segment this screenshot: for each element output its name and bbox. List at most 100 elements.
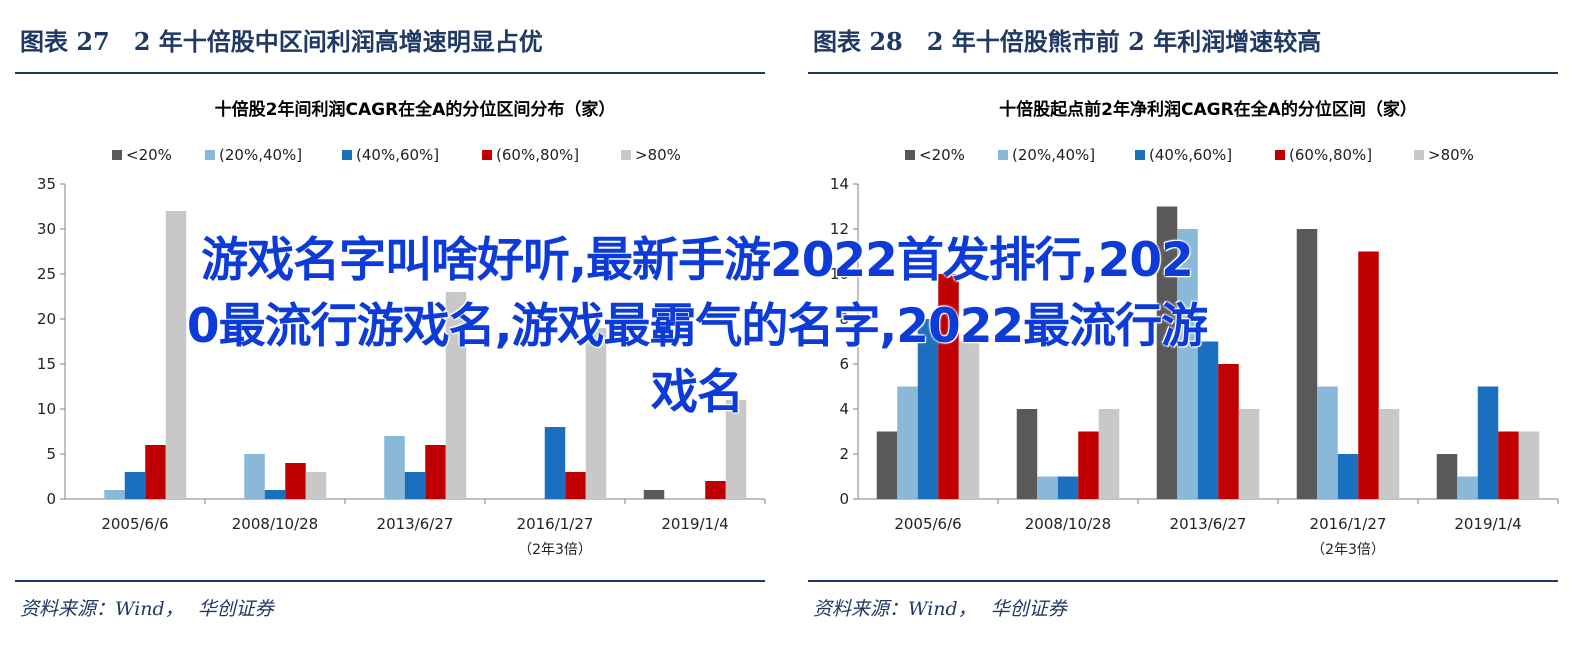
bar — [1518, 431, 1540, 499]
bar — [1498, 431, 1519, 499]
x-tick-label: 2013/6/27 — [377, 515, 454, 533]
figure-title: 图表 28 2 年十倍股熊市前 2 年利润增速较高 — [813, 27, 1322, 56]
bar — [565, 472, 586, 499]
source-separator: ， — [957, 598, 977, 620]
watermark-line: 0最流行游戏名,游戏最霸气的名字,2022最流行游 — [186, 299, 1208, 354]
legend-label: (60%,80%] — [1289, 146, 1372, 164]
bar — [1098, 409, 1120, 499]
x-tick-note: （2年3倍） — [1311, 542, 1385, 558]
bar — [445, 292, 467, 499]
bar — [1197, 341, 1219, 499]
bar — [1156, 206, 1178, 499]
legend-label: (40%,60%] — [1149, 146, 1232, 164]
bar — [1218, 364, 1239, 499]
bar — [1177, 229, 1198, 499]
bar — [145, 445, 166, 499]
legend-swatch — [342, 150, 352, 160]
chart-panel-right: 图表 28 2 年十倍股熊市前 2 年利润增速较高 十倍股起点前2年净利润CAG… — [808, 0, 1568, 647]
bar — [705, 481, 726, 499]
x-tick-label: 2005/6/6 — [101, 515, 168, 533]
bar — [1296, 229, 1318, 499]
bar — [124, 472, 146, 499]
legend-label: (60%,80%] — [496, 146, 579, 164]
bar — [1337, 454, 1359, 499]
x-tick-label: 2019/1/4 — [1454, 515, 1521, 533]
bar — [897, 386, 918, 499]
y-tick-label: 2 — [839, 445, 849, 463]
y-tick-label: 20 — [37, 310, 56, 328]
source-separator: ， — [164, 598, 184, 620]
bar — [1238, 409, 1260, 499]
y-tick-label: 8 — [839, 310, 849, 328]
bar — [1078, 431, 1099, 499]
bar — [725, 400, 747, 499]
y-tick-label: 0 — [839, 490, 849, 508]
y-tick-label: 30 — [37, 220, 56, 238]
bar — [1477, 386, 1499, 499]
x-tick-label: 2016/1/27 — [1310, 515, 1387, 533]
legend-swatch — [205, 150, 215, 160]
y-tick-label: 15 — [37, 355, 56, 373]
x-tick-label: 2008/10/28 — [1025, 515, 1111, 533]
bar — [305, 472, 327, 499]
y-tick-label: 5 — [46, 445, 56, 463]
x-tick-label: 2013/6/27 — [1170, 515, 1247, 533]
y-tick-label: 0 — [46, 490, 56, 508]
legend-swatch — [1135, 150, 1145, 160]
source-rule — [808, 580, 1558, 582]
watermark-line: 游戏名字叫啥好听,最新手游2022首发排行,202 — [201, 233, 1194, 288]
chart-title: 十倍股起点前2年净利润CAGR在全A的分位区间（家） — [999, 99, 1417, 120]
chart-title: 十倍股2年间利润CAGR在全A的分位区间分布（家） — [215, 99, 616, 120]
title-rule — [15, 72, 765, 74]
x-tick-label: 2019/1/4 — [661, 515, 728, 533]
bar — [958, 341, 980, 499]
bar-chart-profit-cagr-distribution: 十倍股2年间利润CAGR在全A的分位区间分布（家） <20% (20%,40%] (4… — [37, 99, 766, 558]
bar — [876, 431, 898, 499]
x-tick-label: 2008/10/28 — [232, 515, 318, 533]
legend-swatch — [482, 150, 492, 160]
watermark-line: 戏名 — [651, 365, 744, 420]
x-tick-note: （2年3倍） — [518, 542, 592, 558]
legend-label: (20%,40%] — [219, 146, 302, 164]
bar — [104, 490, 125, 499]
x-tick-label: 2016/1/27 — [517, 515, 594, 533]
bar — [585, 328, 607, 499]
y-tick-label: 14 — [830, 175, 849, 193]
legend-swatch — [905, 150, 915, 160]
bar — [938, 274, 959, 499]
bar — [404, 472, 426, 499]
source-note: 资料来源：Wind， 华创证券 — [813, 594, 1067, 621]
title-rule — [808, 72, 1558, 74]
y-tick-label: 10 — [830, 265, 849, 283]
legend-swatch — [112, 150, 122, 160]
y-tick-label: 6 — [839, 355, 849, 373]
bar — [1057, 476, 1079, 499]
legend-label: <20% — [919, 146, 965, 164]
bar — [1317, 386, 1338, 499]
legend-label: >80% — [635, 146, 681, 164]
legend-label: >80% — [1428, 146, 1474, 164]
source-org: 华创证券 — [990, 598, 1067, 620]
y-tick-label: 12 — [830, 220, 849, 238]
bar — [544, 427, 566, 499]
y-tick-label: 25 — [37, 265, 56, 283]
source-label: 资料来源：Wind — [813, 598, 958, 620]
bar-chart-pre-start-profit-cagr: 十倍股起点前2年净利润CAGR在全A的分位区间（家） <20% (20%,40%] (… — [830, 99, 1559, 558]
bar — [264, 490, 286, 499]
legend-swatch — [621, 150, 631, 160]
figure-title: 图表 27 2 年十倍股中区间利润高增速明显占优 — [20, 27, 543, 56]
chart-panel-left: 图表 27 2 年十倍股中区间利润高增速明显占优 十倍股2年间利润CAGR在全A… — [15, 0, 775, 647]
bar — [244, 454, 265, 499]
bar — [1358, 251, 1379, 499]
source-rule — [15, 580, 765, 582]
legend-label: (40%,60%] — [356, 146, 439, 164]
x-tick-label: 2005/6/6 — [894, 515, 961, 533]
source-note: 资料来源：Wind， 华创证券 — [20, 594, 274, 621]
legend-label: <20% — [126, 146, 172, 164]
bar — [285, 463, 306, 499]
legend-swatch — [1414, 150, 1424, 160]
y-tick-label: 10 — [37, 400, 56, 418]
legend-swatch — [998, 150, 1008, 160]
legend-label: (20%,40%] — [1012, 146, 1095, 164]
watermark-headline: 游戏名字叫啥好听,最新手游2022首发排行,202 0最流行游戏名,游戏最霸气的… — [12, 228, 1382, 426]
